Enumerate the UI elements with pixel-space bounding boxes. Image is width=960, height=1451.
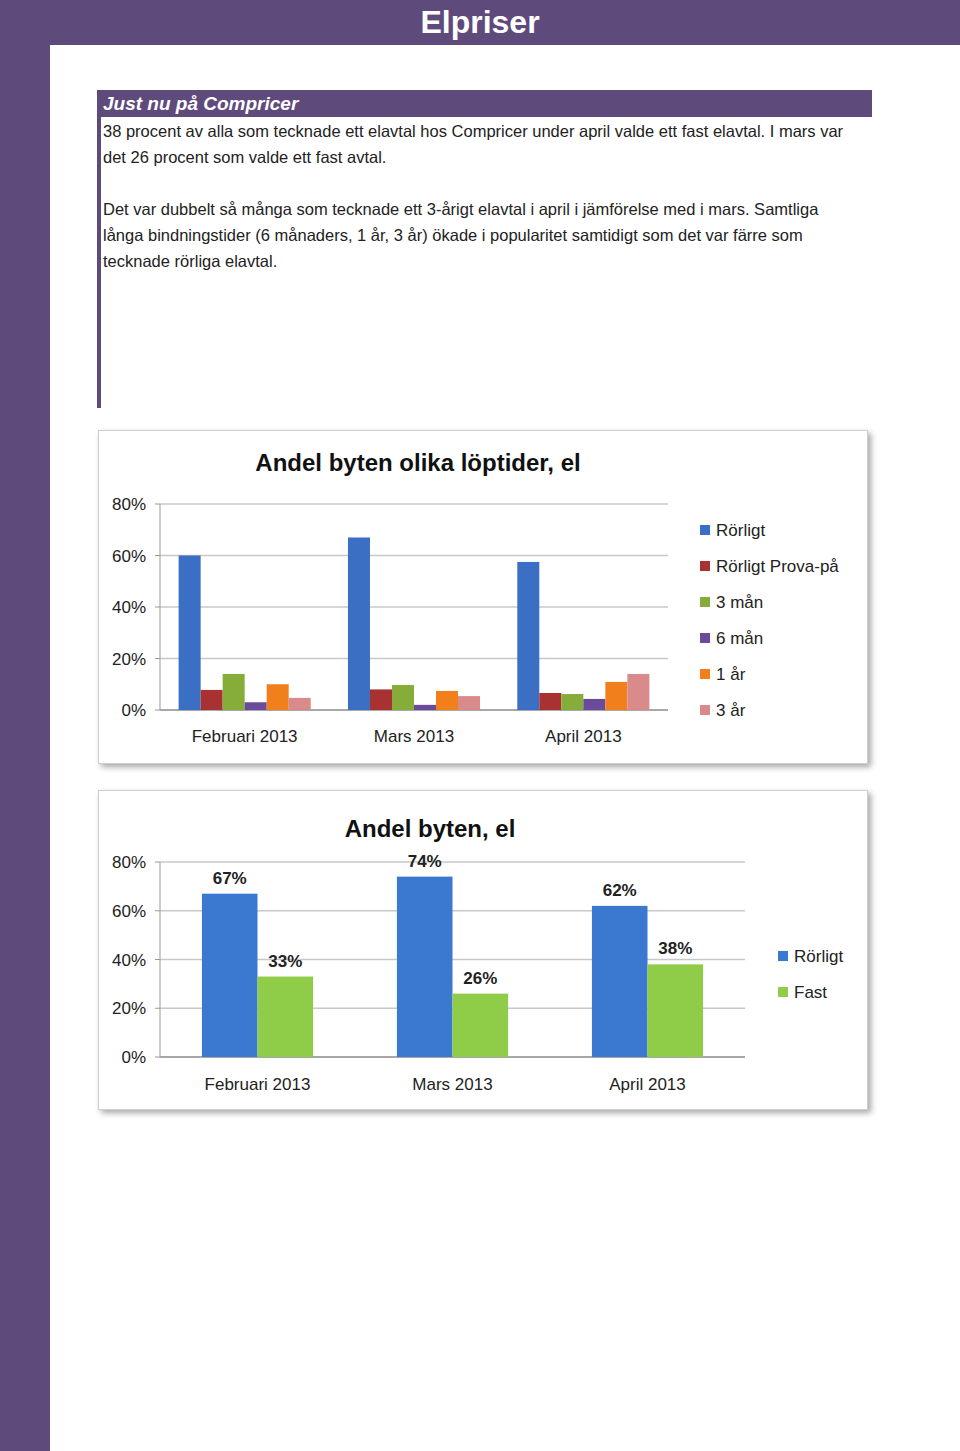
y-axis [160,504,161,710]
bar [392,685,414,710]
legend-swatch [700,525,710,535]
bars [202,877,703,1057]
section-heading: Just nu på Compricer [100,90,872,117]
bar [605,682,627,710]
bar [370,689,392,710]
charts: Andel byten olika löptider, el 0% 20% 40% 60… [0,0,960,1451]
bar [179,556,201,711]
tick-label: 0% [121,1048,146,1067]
tick-label: 80% [112,495,146,514]
data-label: 26% [463,969,497,988]
category-label: Mars 2013 [374,727,454,746]
tick-label: 20% [112,999,146,1018]
bar [627,674,649,710]
bar [258,977,314,1057]
tick-mark [155,959,160,960]
y-axis [160,862,161,1057]
legend-swatch [700,669,710,679]
bar [539,693,561,710]
legend-label: Fast [794,983,827,1002]
grid-line [160,658,668,660]
paragraph: Det var dubbelt så många som tecknade et… [103,196,863,274]
tick-label: 40% [112,598,146,617]
bar [201,690,223,710]
category-label: Februari 2013 [192,727,298,746]
grid-line [160,503,668,505]
paragraph: 38 procent av alla som tecknade ett elav… [103,118,863,170]
tick-label: 0% [121,701,146,720]
data-label: 33% [268,952,302,971]
legend-label: Rörligt [794,947,843,966]
bar [202,894,258,1057]
page-title: Elpriser [0,0,960,45]
bar [223,674,245,710]
paragraphs: 38 procent av alla som tecknade ett elav… [103,118,863,300]
data-label: 38% [658,939,692,958]
tick-mark [155,555,160,556]
data-label: 62% [603,881,637,900]
bar [561,694,583,710]
bar [245,702,267,710]
bar [517,562,539,710]
bar [458,696,480,710]
bar [348,537,370,710]
legend-swatch [700,561,710,571]
category-label: April 2013 [609,1075,686,1094]
tick-mark [155,658,160,659]
bar [453,994,509,1057]
legend-swatch [700,705,710,715]
bar [592,906,648,1057]
tick-mark [155,910,160,911]
legend-label: 1 år [716,665,746,684]
bar [583,699,605,710]
legend-swatch [778,987,788,997]
grid-line [160,555,668,557]
legend-swatch [700,597,710,607]
tick-mark [155,710,160,711]
section-bar [97,90,101,408]
legend-label: Rörligt [716,521,765,540]
tick-label: 60% [112,902,146,921]
legend-swatch [778,951,788,961]
legend-label: 3 år [716,701,746,720]
bar [648,964,704,1057]
category-label: Februari 2013 [205,1075,311,1094]
tick-label: 60% [112,547,146,566]
data-label: 67% [213,869,247,888]
chart-title: Andel byten, el [345,815,516,842]
bar [414,705,436,710]
bar [267,684,289,710]
tick-mark [155,607,160,608]
chart-title: Andel byten olika löptider, el [255,449,580,476]
bar [436,691,458,710]
legend-label: 3 mån [716,593,763,612]
tick-mark [155,1057,160,1058]
category-label: April 2013 [545,727,622,746]
grid-line [160,861,745,863]
bar [397,877,453,1057]
legend-swatch [700,633,710,643]
bar [289,698,311,710]
legend-label: 6 mån [716,629,763,648]
category-label: Mars 2013 [412,1075,492,1094]
data-label: 74% [408,852,442,871]
legend-label: Rörligt Prova-på [716,557,839,576]
tick-label: 80% [112,853,146,872]
tick-label: 40% [112,951,146,970]
grid-line [160,606,668,608]
tick-mark [155,862,160,863]
tick-mark [155,504,160,505]
tick-mark [155,1008,160,1009]
bars [179,537,650,710]
tick-label: 20% [112,650,146,669]
